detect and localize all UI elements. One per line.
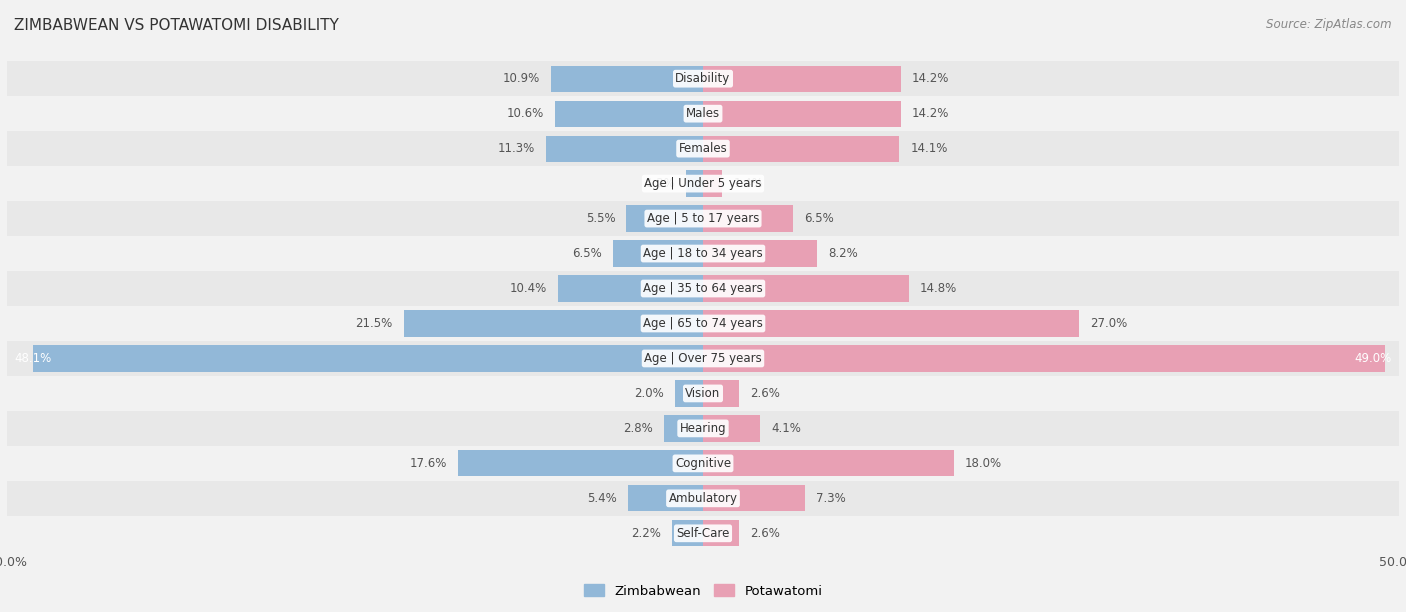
Bar <box>458 450 703 477</box>
Text: Age | Under 5 years: Age | Under 5 years <box>644 177 762 190</box>
Text: Age | Over 75 years: Age | Over 75 years <box>644 352 762 365</box>
Text: 8.2%: 8.2% <box>828 247 858 260</box>
Bar <box>558 275 703 302</box>
Text: Cognitive: Cognitive <box>675 457 731 470</box>
Bar <box>7 201 1399 236</box>
Bar <box>7 306 1399 341</box>
Text: 14.1%: 14.1% <box>911 142 948 155</box>
Text: 21.5%: 21.5% <box>356 317 392 330</box>
Text: 27.0%: 27.0% <box>1090 317 1128 330</box>
Text: 10.4%: 10.4% <box>510 282 547 295</box>
Bar <box>703 100 901 127</box>
Text: 2.8%: 2.8% <box>623 422 652 435</box>
Text: 10.9%: 10.9% <box>503 72 540 85</box>
Bar <box>7 411 1399 446</box>
Bar <box>7 481 1399 516</box>
Text: Age | 5 to 17 years: Age | 5 to 17 years <box>647 212 759 225</box>
Bar <box>613 241 703 267</box>
Bar <box>703 520 740 547</box>
Text: 18.0%: 18.0% <box>965 457 1002 470</box>
Bar <box>675 380 703 406</box>
Text: ZIMBABWEAN VS POTAWATOMI DISABILITY: ZIMBABWEAN VS POTAWATOMI DISABILITY <box>14 18 339 34</box>
Bar <box>703 206 793 232</box>
Text: Age | 65 to 74 years: Age | 65 to 74 years <box>643 317 763 330</box>
Bar <box>628 485 703 512</box>
Text: 6.5%: 6.5% <box>804 212 834 225</box>
Bar <box>7 341 1399 376</box>
Bar <box>703 416 761 441</box>
Bar <box>34 345 703 371</box>
Bar <box>703 310 1078 337</box>
Bar <box>703 275 910 302</box>
Text: 48.1%: 48.1% <box>14 352 51 365</box>
Bar <box>664 416 703 441</box>
Text: 6.5%: 6.5% <box>572 247 602 260</box>
Bar <box>7 61 1399 96</box>
Text: 17.6%: 17.6% <box>409 457 447 470</box>
Bar <box>546 135 703 162</box>
Text: Males: Males <box>686 107 720 120</box>
Bar <box>672 520 703 547</box>
Text: 2.6%: 2.6% <box>751 527 780 540</box>
Text: 7.3%: 7.3% <box>815 492 845 505</box>
Text: 4.1%: 4.1% <box>772 422 801 435</box>
Bar <box>7 271 1399 306</box>
Bar <box>686 171 703 196</box>
Bar <box>7 516 1399 551</box>
Bar <box>7 446 1399 481</box>
Text: Disability: Disability <box>675 72 731 85</box>
Bar <box>703 135 900 162</box>
Text: Age | 18 to 34 years: Age | 18 to 34 years <box>643 247 763 260</box>
Text: 2.2%: 2.2% <box>631 527 661 540</box>
Bar <box>7 131 1399 166</box>
Text: Hearing: Hearing <box>679 422 727 435</box>
Bar <box>404 310 703 337</box>
Text: 11.3%: 11.3% <box>498 142 534 155</box>
Bar <box>555 100 703 127</box>
Text: 10.6%: 10.6% <box>508 107 544 120</box>
Bar <box>703 345 1385 371</box>
Text: 1.4%: 1.4% <box>734 177 763 190</box>
Bar <box>7 236 1399 271</box>
Bar <box>703 65 901 92</box>
Bar <box>7 376 1399 411</box>
Bar <box>703 485 804 512</box>
Bar <box>627 206 703 232</box>
Text: Ambulatory: Ambulatory <box>668 492 738 505</box>
Text: Source: ZipAtlas.com: Source: ZipAtlas.com <box>1267 18 1392 31</box>
Text: 49.0%: 49.0% <box>1355 352 1392 365</box>
Text: Females: Females <box>679 142 727 155</box>
Bar <box>7 166 1399 201</box>
Text: 14.8%: 14.8% <box>920 282 957 295</box>
Text: Self-Care: Self-Care <box>676 527 730 540</box>
Bar <box>703 171 723 196</box>
Bar <box>703 450 953 477</box>
Text: 2.6%: 2.6% <box>751 387 780 400</box>
Text: 14.2%: 14.2% <box>912 107 949 120</box>
Text: 5.5%: 5.5% <box>586 212 616 225</box>
Bar <box>551 65 703 92</box>
Bar <box>703 380 740 406</box>
Text: Vision: Vision <box>685 387 721 400</box>
Text: 14.2%: 14.2% <box>912 72 949 85</box>
Text: 5.4%: 5.4% <box>586 492 617 505</box>
Bar <box>7 96 1399 131</box>
Text: Age | 35 to 64 years: Age | 35 to 64 years <box>643 282 763 295</box>
Text: 2.0%: 2.0% <box>634 387 664 400</box>
Bar <box>703 241 817 267</box>
Text: 1.2%: 1.2% <box>645 177 675 190</box>
Legend: Zimbabwean, Potawatomi: Zimbabwean, Potawatomi <box>578 579 828 603</box>
